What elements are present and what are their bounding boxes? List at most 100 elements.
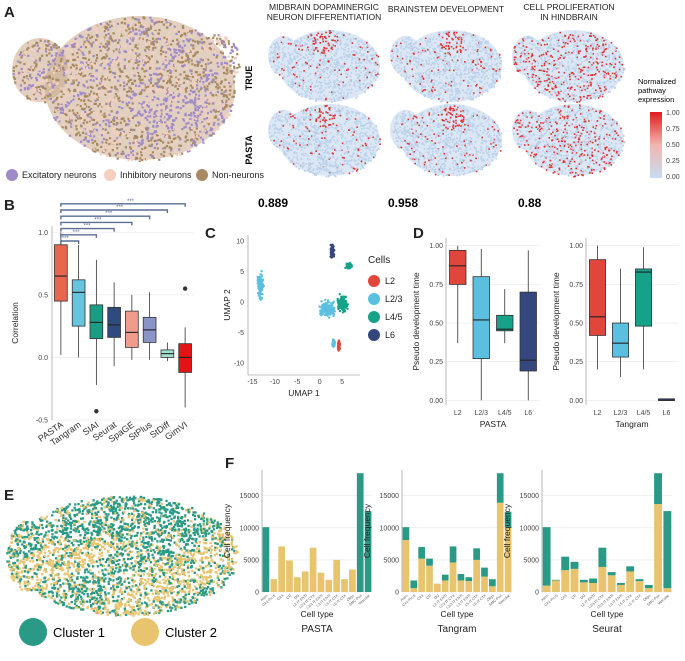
tissue-dot: [358, 60, 361, 62]
tissue-dot: [289, 135, 291, 137]
tissue-dot: [128, 42, 132, 45]
tissue-dot: [347, 48, 350, 50]
tissue-dot: [307, 80, 310, 83]
tissue-dot: [108, 45, 111, 49]
tissue-dot: [200, 49, 203, 52]
tissue-dot: [447, 90, 449, 92]
tissue-dot: [206, 88, 209, 91]
tissue-dot: [280, 63, 283, 65]
tissue-dot: [471, 78, 473, 81]
tissue-dot: [405, 58, 408, 60]
tissue-dot: [336, 49, 338, 52]
tissue-dot: [117, 96, 121, 99]
tissue-dot: [363, 76, 365, 79]
tissue-dot: [196, 95, 199, 98]
tissue-dot: [326, 152, 329, 154]
tissue-dot: [111, 141, 114, 144]
tissue-dot: [479, 63, 482, 66]
tissue-dot: [206, 85, 209, 88]
tissue-dot: [343, 157, 345, 159]
tissue-dot: [195, 81, 198, 84]
tissue-dot: [208, 134, 211, 137]
tissue-dot: [339, 130, 341, 133]
tissue-dot: [174, 137, 177, 140]
tissue-dot: [329, 71, 331, 73]
tissue-dot: [172, 127, 175, 131]
tissue-dot: [51, 84, 55, 87]
tissue-dot: [292, 81, 294, 83]
tissue-dot: [191, 49, 195, 52]
tissue-dot: [361, 160, 364, 162]
tissue-dot: [357, 62, 360, 64]
tissue-dot: [333, 53, 336, 56]
tissue-dot: [87, 110, 90, 113]
tissue-dot: [328, 175, 330, 178]
tissue-dot: [186, 50, 189, 53]
tissue-dot: [84, 128, 87, 131]
tissue-dot: [130, 151, 133, 154]
tissue-dot: [198, 40, 201, 44]
tissue-dot: [23, 67, 26, 70]
tissue-dot: [214, 119, 217, 122]
tissue-dot: [165, 99, 168, 102]
tissue-dot: [229, 64, 232, 67]
tissue-dot: [27, 82, 30, 85]
tissue-dot: [347, 140, 350, 143]
tissue-dot: [118, 138, 121, 141]
tissue-dot: [12, 76, 15, 79]
tissue-dot: [306, 85, 308, 88]
tissue-dot: [70, 76, 73, 79]
tissue-dot: [274, 132, 276, 134]
tissue-dot: [175, 81, 178, 84]
tissue-dot: [309, 92, 311, 94]
tissue-dot: [366, 44, 369, 46]
tissue-dot: [480, 57, 482, 59]
tissue-dot: [334, 39, 336, 42]
tissue-dot: [308, 38, 311, 41]
tissue-dot: [95, 129, 98, 132]
tissue-dot: [283, 153, 286, 156]
tissue-dot: [158, 121, 161, 125]
tissue-dot: [201, 59, 204, 62]
tissue-dot: [328, 91, 331, 93]
tissue-dot: [303, 164, 305, 167]
tissue-dot: [143, 83, 146, 86]
tissue-dot: [212, 94, 215, 97]
tissue-dot: [231, 95, 234, 98]
tissue-dot: [343, 52, 345, 54]
tissue-dot: [355, 160, 357, 162]
tissue-dot: [212, 129, 215, 132]
tissue-dot: [453, 32, 455, 34]
tissue-dot: [123, 98, 126, 101]
tissue-dot: [483, 72, 486, 74]
tissue-dot: [132, 58, 136, 61]
tissue-dot: [419, 38, 422, 41]
tissue-dot: [322, 71, 325, 73]
tissue-dot: [215, 39, 218, 42]
tissue-dot: [158, 38, 162, 41]
tissue-dot: [365, 144, 367, 147]
tissue-dot: [460, 51, 462, 53]
tissue-dot: [404, 71, 406, 73]
tissue-dot: [170, 123, 174, 126]
tissue-dot: [113, 76, 116, 79]
tissue-dot: [214, 95, 217, 98]
tissue-dot: [125, 155, 128, 158]
tissue-dot: [491, 49, 494, 51]
tissue-dot: [322, 68, 325, 70]
tissue-dot: [127, 37, 130, 40]
tissue-dot: [306, 126, 308, 129]
tissue-dot: [407, 46, 410, 49]
tissue-dot: [158, 29, 161, 32]
tissue-dot: [148, 58, 152, 61]
tissue-dot: [328, 108, 331, 111]
tissue-dot: [208, 102, 211, 105]
tissue-dot: [332, 30, 334, 32]
tissue-dot: [324, 122, 326, 125]
tissue-dot: [470, 68, 473, 71]
tissue-dot: [341, 137, 343, 139]
tissue-dot: [359, 137, 361, 139]
tissue-dot: [295, 66, 297, 69]
tissue-dot: [359, 133, 361, 135]
tissue-dot: [48, 84, 51, 87]
